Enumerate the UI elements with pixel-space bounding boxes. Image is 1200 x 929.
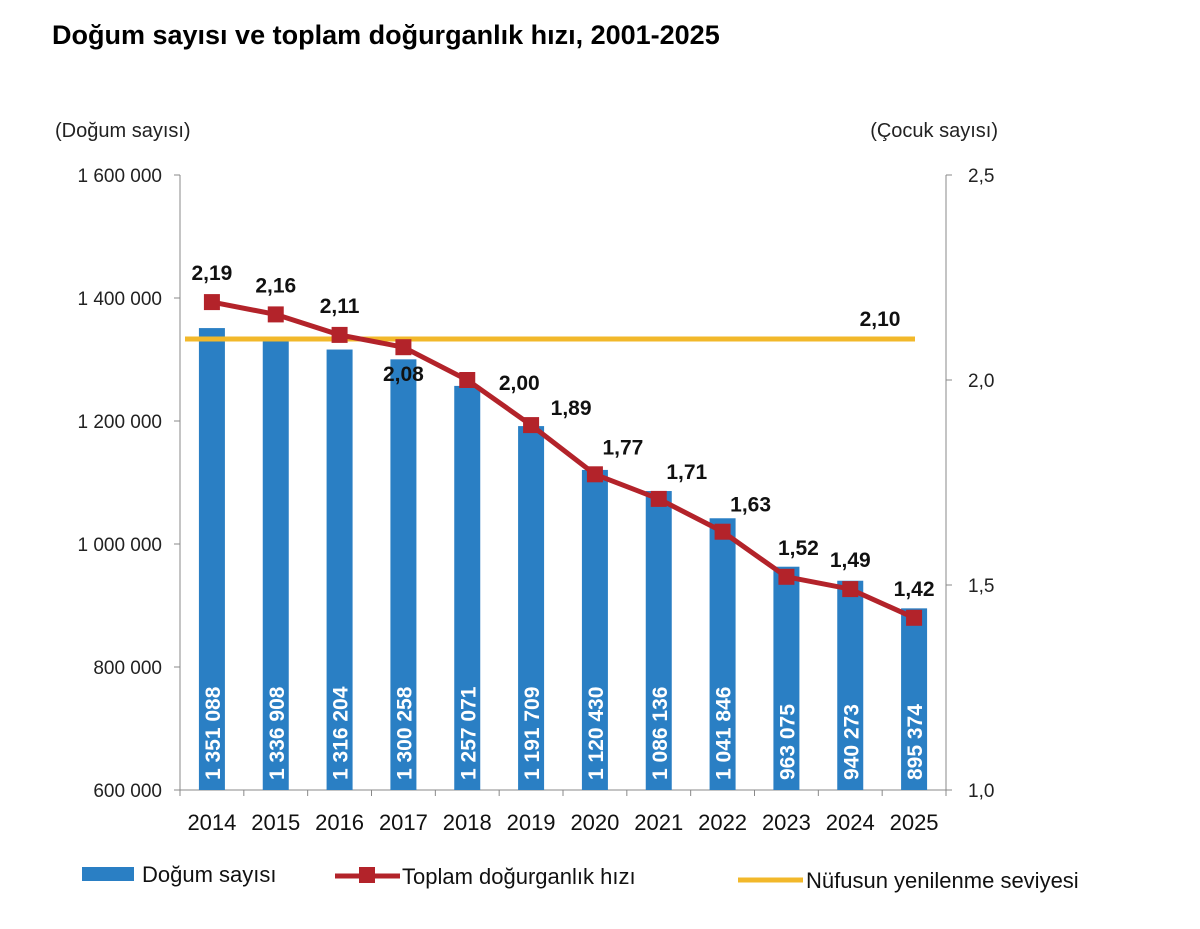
x-tick-label: 2023 xyxy=(762,810,811,835)
bar-value-label: 1 120 430 xyxy=(585,687,608,780)
fertility-rate-marker xyxy=(203,294,220,311)
legend-swatch-dogum-sayisi xyxy=(82,867,134,881)
right-tick-label: 1,5 xyxy=(968,576,994,597)
x-tick-label: 2018 xyxy=(443,810,492,835)
fertility-rate-label: 2,19 xyxy=(191,262,232,285)
x-tick-label: 2019 xyxy=(507,810,556,835)
left-tick-label: 1 000 000 xyxy=(77,535,162,556)
fertility-rate-line xyxy=(211,299,916,621)
bar-value-label: 963 075 xyxy=(776,704,799,780)
x-tick-label: 2016 xyxy=(315,810,364,835)
fertility-rate-label: 2,16 xyxy=(255,274,296,297)
fertility-rate-marker xyxy=(714,523,731,540)
bar-dogum-sayisi xyxy=(581,469,608,790)
bar-dogum-sayisi xyxy=(645,491,672,790)
fertility-rate-marker xyxy=(778,568,795,585)
right-axis-title: (Çocuk sayısı) xyxy=(870,120,998,142)
fertility-rate-marker xyxy=(842,581,859,598)
fertility-rate-label: 1,77 xyxy=(602,436,643,459)
fertility-rate-label: 1,52 xyxy=(778,537,819,560)
bar-dogum-sayisi xyxy=(262,336,289,790)
fertility-rate-marker xyxy=(523,417,540,434)
fertility-rate-marker xyxy=(267,306,284,323)
bar-dogum-sayisi xyxy=(901,608,928,790)
bar-value-label: 1 257 071 xyxy=(457,686,480,780)
axes: 600 000 800 000 1 000 000 1 200 000 1 400 00… xyxy=(77,166,994,835)
bar-value-label: 1 351 088 xyxy=(202,686,225,780)
bar-dogum-sayisi xyxy=(198,328,225,790)
bar-dogum-sayisi xyxy=(773,566,800,790)
legend-swatch-fertility-marker xyxy=(359,867,375,883)
right-tick-label: 2,0 xyxy=(968,371,994,392)
left-tick-label: 1 600 000 xyxy=(77,166,162,187)
x-tick-label: 2015 xyxy=(251,810,300,835)
fertility-rate-label: 1,71 xyxy=(666,461,707,484)
bar-value-label: 1 191 709 xyxy=(521,687,544,780)
legend: Doğum sayısı Toplam doğurganlık hızı Nüfus… xyxy=(82,862,1079,893)
fertility-rate-label: 1,89 xyxy=(551,397,592,420)
fertility-rate-label: 1,63 xyxy=(730,494,771,517)
legend-label-fertility: Toplam doğurganlık hızı xyxy=(402,864,636,889)
fertility-rate-marker xyxy=(395,339,412,356)
left-tick-label: 800 000 xyxy=(93,658,162,679)
fertility-rate-label: 1,42 xyxy=(894,578,935,601)
bar-dogum-sayisi xyxy=(454,385,481,790)
left-tick-label: 1 400 000 xyxy=(77,289,162,310)
bar-dogum-sayisi xyxy=(326,349,353,790)
bar-dogum-sayisi xyxy=(518,426,545,790)
fertility-rate-marker xyxy=(586,466,603,483)
bar-value-label: 1 336 908 xyxy=(266,686,289,780)
bar-value-label: 895 374 xyxy=(904,704,927,780)
lines-layer: 2,10 2,19 2,16 2,11 2,08 2,00 1,89 1,77 1,71 1,63… xyxy=(185,262,935,626)
replacement-level-label: 2,10 xyxy=(860,308,901,331)
bar-value-label: 1 300 258 xyxy=(393,686,416,780)
right-tick-label: 2,5 xyxy=(968,166,994,187)
fertility-rate-marker xyxy=(331,326,348,343)
x-tick-label: 2020 xyxy=(570,810,619,835)
bar-value-label: 1 086 136 xyxy=(649,687,672,780)
fertility-rate-label: 1,49 xyxy=(830,549,871,572)
x-tick-label: 2017 xyxy=(379,810,428,835)
right-tick-label: 1,0 xyxy=(968,781,994,802)
bar-value-label: 940 273 xyxy=(840,704,863,780)
legend-label-dogum-sayisi: Doğum sayısı xyxy=(142,862,277,887)
chart-title: Doğum sayısı ve toplam doğurganlık hızı,… xyxy=(52,20,720,50)
fertility-rate-label: 2,00 xyxy=(499,372,540,395)
bar-value-label: 1 041 846 xyxy=(713,687,736,780)
bars-layer: 1 351 088 1 336 908 1 316 204 1 300 258 1 25… xyxy=(198,328,928,790)
bar-dogum-sayisi xyxy=(390,359,417,790)
legend-label-replacement: Nüfusun yenilenme seviyesi xyxy=(806,868,1079,893)
left-tick-label: 1 200 000 xyxy=(77,412,162,433)
left-axis-title: (Doğum sayısı) xyxy=(55,120,191,142)
bar-dogum-sayisi xyxy=(709,518,736,790)
x-tick-label: 2025 xyxy=(890,810,939,835)
fertility-rate-marker xyxy=(906,609,923,626)
x-tick-label: 2022 xyxy=(698,810,747,835)
left-tick-label: 600 000 xyxy=(93,781,162,802)
fertility-rate-label: 2,11 xyxy=(320,295,360,318)
fertility-rate-marker xyxy=(650,490,667,507)
x-tick-label: 2021 xyxy=(634,810,683,835)
bar-value-label: 1 316 204 xyxy=(330,686,353,780)
x-tick-label: 2014 xyxy=(187,810,236,835)
x-tick-label: 2024 xyxy=(826,810,875,835)
bar-dogum-sayisi xyxy=(837,580,864,790)
fertility-rate-marker xyxy=(459,372,476,388)
fertility-rate-label: 2,08 xyxy=(383,363,424,386)
